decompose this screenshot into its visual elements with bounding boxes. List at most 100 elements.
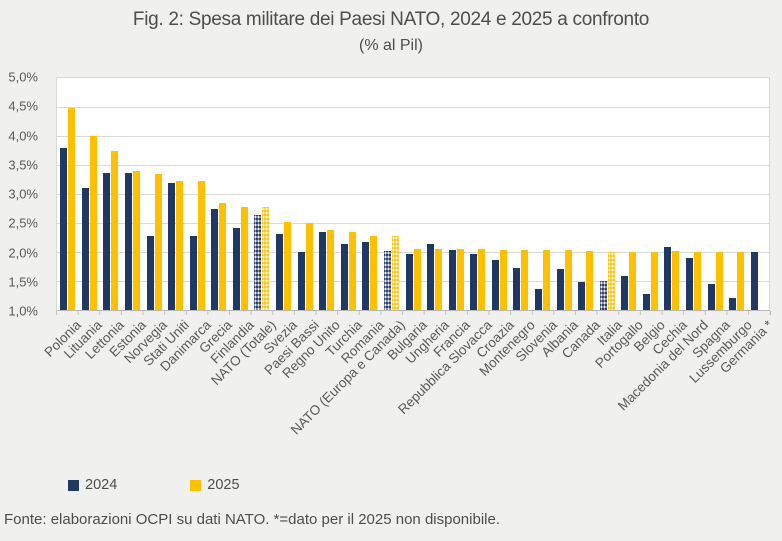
bar-2024	[535, 288, 542, 310]
bar-group	[294, 78, 316, 310]
bar-2024	[211, 208, 219, 310]
bar-2025	[650, 252, 658, 310]
bar-2024	[60, 147, 68, 310]
bar-2025	[564, 250, 572, 310]
y-tick-label: 1,0%	[8, 303, 38, 319]
bar-2024	[470, 254, 478, 310]
bar-2025	[456, 249, 464, 310]
bar-2024	[383, 251, 391, 310]
bar-group	[661, 78, 683, 310]
bar-2024	[146, 236, 154, 310]
bar-group	[748, 78, 770, 310]
bar-group	[726, 78, 748, 310]
bar-group	[165, 78, 187, 310]
bar-2025	[197, 181, 205, 310]
gridline	[57, 194, 769, 195]
y-tick-label: 5,0%	[8, 69, 38, 85]
bar-group	[57, 78, 79, 310]
y-tick-label: 2,0%	[8, 245, 38, 260]
bar-group	[359, 78, 381, 310]
bar-2024	[168, 182, 176, 310]
bar-2025	[133, 171, 141, 310]
bar-2025	[715, 252, 723, 310]
legend-label: 2025	[207, 477, 240, 493]
bar-group	[251, 78, 273, 310]
chart-subtitle: (% al Pil)	[358, 37, 423, 54]
bar-group	[273, 78, 295, 310]
bar-2025	[521, 250, 529, 310]
bar-group	[338, 78, 360, 310]
x-category-label: Grecia	[196, 317, 236, 357]
bar-group	[489, 78, 511, 310]
gridline	[57, 223, 769, 224]
x-category-label: Polonia	[41, 317, 84, 360]
bar-2025	[240, 206, 248, 310]
bar-2025	[219, 202, 227, 310]
bar-2024	[189, 236, 197, 310]
bar-2025	[68, 108, 76, 310]
x-category-label: Danimarca	[156, 317, 214, 375]
bar-group	[424, 78, 446, 310]
x-category-label: Lussemburgo	[685, 317, 755, 386]
bar-2024	[686, 257, 694, 310]
bar-2025	[154, 173, 162, 310]
legend-swatch-2024	[68, 479, 79, 491]
legend-item-2025: 2025	[190, 477, 240, 493]
x-category-label: Albania	[538, 317, 582, 360]
bar-2025	[111, 151, 119, 310]
x-category-label: Montenegro	[476, 317, 539, 379]
bar-group	[575, 78, 597, 310]
bar-2025	[499, 249, 507, 310]
bar-2024	[599, 281, 607, 310]
x-category-label: Romania	[337, 317, 387, 367]
bar-2024	[642, 293, 650, 310]
bar-group	[186, 78, 208, 310]
x-category-label: Germania *	[717, 317, 777, 377]
bar-2025	[348, 232, 356, 310]
x-category-label: Croazia	[472, 317, 517, 361]
bar-2025	[586, 251, 594, 310]
x-category-label: Bulgaria	[384, 317, 430, 363]
x-category-label: NATO (Europa e Canada)	[288, 317, 409, 438]
bar-group	[381, 78, 403, 310]
bar-group	[553, 78, 575, 310]
bar-group	[596, 78, 618, 310]
source-note: Fonte: elaborazioni OCPI su dati NATO. *…	[4, 511, 500, 528]
x-category-label: Slovenia	[512, 317, 560, 365]
bar-group	[100, 78, 122, 310]
bar-2024	[297, 252, 305, 310]
bar-group	[79, 78, 101, 310]
gridline	[57, 281, 769, 282]
bar-group	[122, 78, 144, 310]
bar-2025	[370, 235, 378, 310]
bar-group	[532, 78, 554, 310]
x-category-label: Ungheria	[402, 317, 452, 367]
x-category-label: NATO (Totale)	[207, 317, 279, 389]
x-category-label: Cechia	[649, 317, 690, 358]
bar-2024	[125, 172, 133, 310]
bar-2025	[176, 181, 184, 310]
x-category-label: Spagna	[689, 317, 733, 361]
x-category-label: Finlandia	[207, 317, 257, 367]
y-tick-label: 2,5%	[8, 215, 38, 231]
bar-group	[704, 78, 726, 310]
bar-2024	[750, 252, 758, 310]
bar-2024	[276, 234, 284, 310]
y-tick-label: 1,5%	[8, 274, 38, 290]
bar-group	[230, 78, 252, 310]
x-category-label: Canada	[558, 317, 603, 362]
x-category-label: Regno Unito	[279, 317, 344, 381]
bar-2024	[578, 281, 586, 310]
bar-2025	[543, 250, 550, 310]
bar-group	[618, 78, 640, 310]
bar-2024	[621, 276, 629, 310]
x-category-label: Estonia	[106, 317, 149, 360]
bar-2025	[694, 252, 702, 310]
x-category-label: Belgio	[630, 317, 668, 355]
bar-2025	[413, 248, 421, 310]
y-tick-label: 4,5%	[8, 98, 38, 114]
bar-2024	[232, 228, 240, 310]
bar-group	[467, 78, 489, 310]
bar-group	[640, 78, 662, 310]
